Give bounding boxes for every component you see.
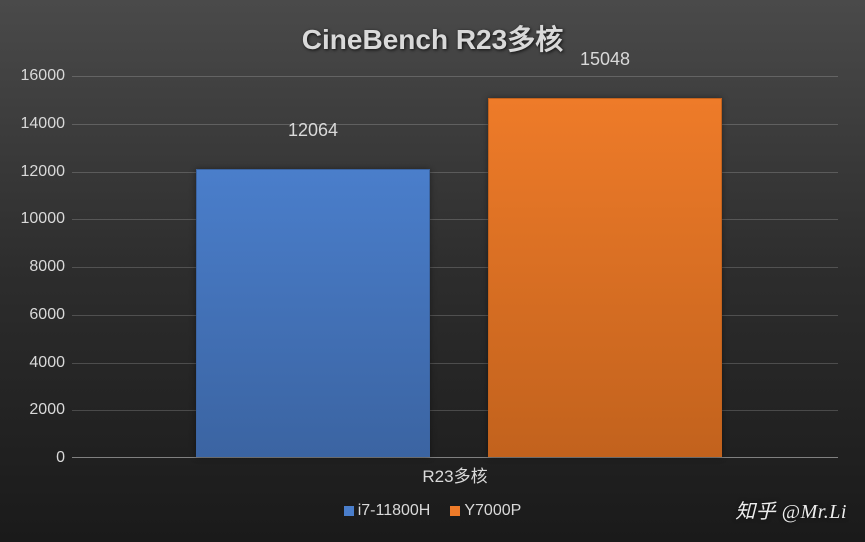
watermark: 知乎 @Mr.Li bbox=[735, 495, 847, 524]
gridline bbox=[72, 267, 838, 268]
legend-item-i7-11800H: i7-11800H bbox=[344, 502, 431, 520]
y-tick-label: 10000 bbox=[5, 210, 65, 228]
bar-value-label: 15048 bbox=[580, 49, 630, 70]
gridline bbox=[72, 315, 838, 316]
gridline bbox=[72, 124, 838, 125]
plot-area: 1206415048 bbox=[72, 76, 838, 458]
gridline bbox=[72, 172, 838, 173]
legend-label: Y7000P bbox=[464, 502, 521, 519]
x-axis-category: R23多核 bbox=[72, 462, 838, 487]
y-tick-label: 6000 bbox=[5, 306, 65, 324]
bar-Y7000P bbox=[488, 98, 722, 457]
y-tick-label: 8000 bbox=[5, 258, 65, 276]
chart-container: CineBench R23多核 1206415048 R23多核 i7-1180… bbox=[0, 0, 865, 542]
gridline bbox=[72, 219, 838, 220]
legend-item-Y7000P: Y7000P bbox=[450, 502, 521, 520]
chart-title: CineBench R23多核 bbox=[0, 18, 865, 58]
legend-swatch bbox=[344, 506, 354, 516]
gridline bbox=[72, 363, 838, 364]
legend-label: i7-11800H bbox=[358, 502, 431, 519]
y-tick-label: 0 bbox=[5, 449, 65, 467]
y-tick-label: 14000 bbox=[5, 115, 65, 133]
y-tick-label: 2000 bbox=[5, 401, 65, 419]
y-tick-label: 12000 bbox=[5, 163, 65, 181]
y-tick-label: 16000 bbox=[5, 67, 65, 85]
y-tick-label: 4000 bbox=[5, 354, 65, 372]
bar-value-label: 12064 bbox=[288, 120, 338, 141]
gridline bbox=[72, 76, 838, 77]
legend-swatch bbox=[450, 506, 460, 516]
gridline bbox=[72, 410, 838, 411]
bar-i7-11800H bbox=[196, 169, 430, 457]
